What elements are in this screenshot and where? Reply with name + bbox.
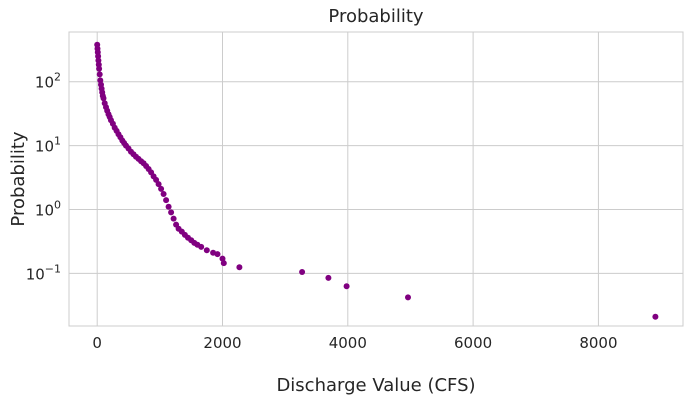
y-tick-base: 10 bbox=[35, 201, 54, 219]
data-point bbox=[198, 243, 205, 250]
data-point bbox=[220, 260, 227, 267]
data-point bbox=[96, 65, 103, 72]
data-point bbox=[405, 294, 411, 301]
data-point bbox=[160, 191, 167, 197]
data-points bbox=[94, 41, 659, 320]
y-tick-label: 100 bbox=[35, 198, 61, 219]
x-axis-label: Discharge Value (CFS) bbox=[276, 375, 475, 396]
data-point bbox=[168, 209, 175, 216]
data-point bbox=[158, 185, 165, 192]
data-point bbox=[170, 215, 177, 222]
y-tick-label: 102 bbox=[35, 71, 61, 92]
y-tick-exponent: 1 bbox=[54, 135, 61, 148]
x-axis-ticks: 0 2000 4000 6000 8000 bbox=[92, 334, 617, 352]
data-point bbox=[652, 313, 659, 320]
x-tick-label: 6000 bbox=[454, 334, 492, 352]
data-point bbox=[203, 247, 210, 254]
y-axis-label: Probability bbox=[8, 131, 29, 226]
data-point bbox=[155, 181, 162, 188]
plot-frame bbox=[68, 31, 684, 327]
data-point bbox=[96, 71, 103, 78]
data-point bbox=[165, 203, 172, 210]
chart-title: Probability bbox=[328, 6, 423, 27]
x-tick-label: 2000 bbox=[203, 334, 241, 352]
data-point bbox=[219, 255, 226, 262]
x-tick-label: 0 bbox=[92, 334, 102, 352]
y-tick-base: 10 bbox=[35, 74, 54, 92]
data-point bbox=[236, 264, 243, 271]
y-tick-base: 10 bbox=[26, 265, 45, 283]
x-tick-label: 8000 bbox=[579, 334, 617, 352]
data-point bbox=[325, 274, 332, 281]
data-point bbox=[299, 269, 306, 275]
y-tick-exponent: 2 bbox=[54, 71, 61, 84]
y-tick-exponent: −1 bbox=[45, 262, 61, 275]
y-tick-base: 10 bbox=[35, 138, 54, 156]
x-tick-label: 4000 bbox=[329, 334, 367, 352]
y-tick-label: 10−1 bbox=[26, 262, 61, 283]
data-point bbox=[100, 95, 107, 102]
y-tick-exponent: 0 bbox=[54, 198, 61, 211]
data-point bbox=[343, 283, 350, 290]
data-point bbox=[163, 197, 170, 204]
y-tick-label: 101 bbox=[35, 135, 61, 156]
data-point bbox=[214, 251, 221, 258]
gridlines bbox=[69, 32, 683, 326]
